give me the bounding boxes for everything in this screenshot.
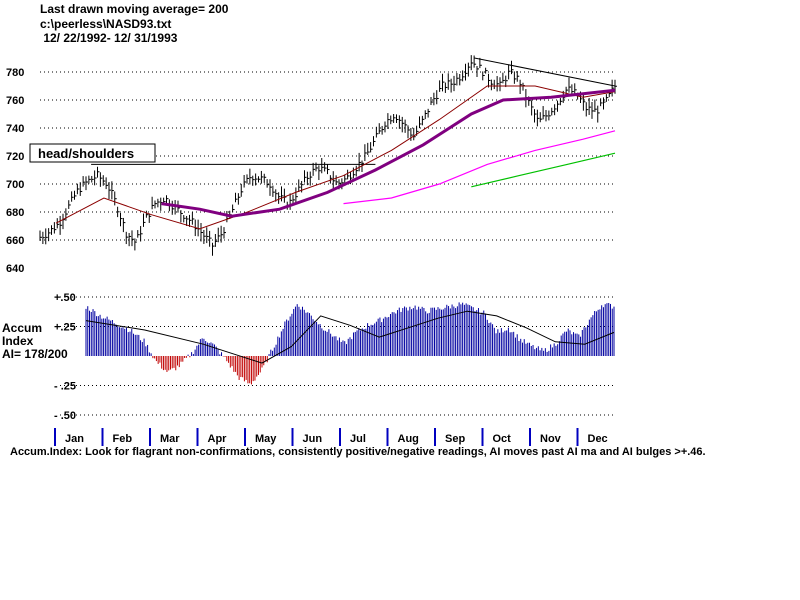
ai-tick-labels: +.50 +.25 - .25 - .50 bbox=[54, 292, 76, 422]
ai-gridlines bbox=[60, 296, 615, 416]
chart-title-line1: Last drawn moving average= 200 bbox=[40, 2, 229, 16]
month-label: Oct bbox=[493, 433, 512, 445]
month-label: Jul bbox=[350, 433, 366, 445]
month-label: Nov bbox=[540, 433, 562, 445]
month-label: Sep bbox=[445, 433, 465, 445]
month-label: Dec bbox=[588, 433, 608, 445]
price-tick-labels: 780 760 740 720 700 680 660 640 bbox=[6, 67, 24, 275]
ma-green-line bbox=[471, 152, 616, 188]
ma-fast-line bbox=[55, 85, 616, 230]
date-range: 12/ 22/1992- 12/ 31/1993 bbox=[40, 31, 178, 45]
trendline bbox=[474, 57, 616, 87]
moving-averages bbox=[55, 57, 616, 230]
month-axis: Jan Feb Mar Apr May Jun Jul Aug Sep Oct Nov Dec bbox=[54, 428, 608, 446]
price-bars bbox=[39, 55, 617, 256]
month-label: May bbox=[255, 433, 277, 445]
index-label: Index bbox=[2, 334, 34, 348]
ai-tick-label: +.25 bbox=[54, 322, 76, 334]
price-tick-label: 640 bbox=[6, 263, 24, 275]
annotation-box bbox=[29, 143, 156, 163]
accum-label: Accum bbox=[2, 321, 43, 335]
annotation-head-shoulders: head/shoulders bbox=[38, 146, 134, 161]
price-tick-label: 740 bbox=[6, 123, 24, 135]
ai-histogram bbox=[85, 302, 615, 385]
ai-moving-average bbox=[85, 310, 615, 364]
ai-tick-label: +.50 bbox=[54, 292, 76, 304]
ai-tick-label: - .50 bbox=[54, 410, 76, 422]
ma-pink-line bbox=[343, 130, 616, 205]
ai-readout: AI= 178/200 bbox=[2, 347, 68, 361]
month-label: Aug bbox=[398, 433, 419, 445]
ai-tick-label: - .25 bbox=[54, 381, 76, 393]
price-tick-label: 720 bbox=[6, 151, 24, 163]
ma-200-line bbox=[161, 88, 616, 218]
price-tick-label: 780 bbox=[6, 67, 24, 79]
price-tick-label: 760 bbox=[6, 95, 24, 107]
file-path: c:\peerless\NASD93.txt bbox=[40, 17, 172, 31]
month-label: Jan bbox=[65, 433, 84, 445]
month-label: Apr bbox=[208, 433, 228, 445]
month-label: Feb bbox=[113, 433, 133, 445]
month-label: Jun bbox=[303, 433, 323, 445]
price-tick-label: 700 bbox=[6, 179, 24, 191]
price-tick-label: 680 bbox=[6, 207, 24, 219]
month-label: Mar bbox=[160, 433, 180, 445]
annotation-group: head/shoulders bbox=[29, 143, 156, 163]
ai-ma-line bbox=[85, 310, 615, 364]
price-tick-label: 660 bbox=[6, 235, 24, 247]
footer-note: Accum.Index: Look for flagrant non-confi… bbox=[10, 446, 706, 458]
